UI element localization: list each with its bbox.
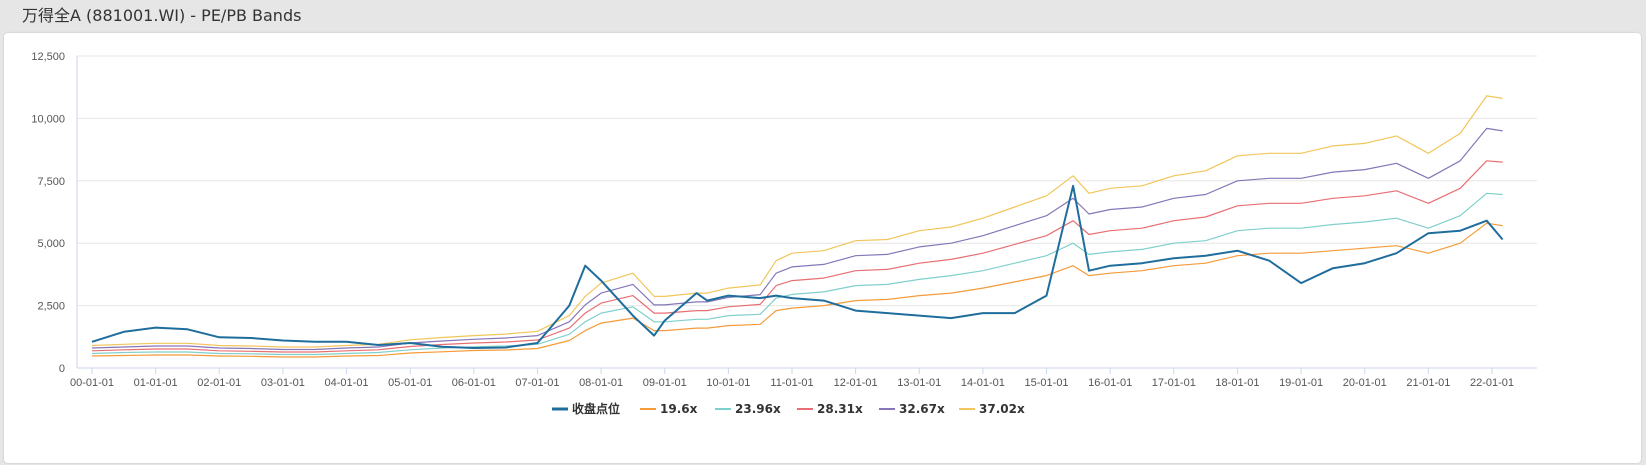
legend-item[interactable]: 37.02x — [959, 402, 1025, 416]
x-tick-label: 11-01-01 — [770, 377, 813, 389]
x-tick-label: 08-01-01 — [579, 377, 623, 389]
x-tick-label: 00-01-01 — [70, 377, 114, 389]
y-tick-label: 7,500 — [37, 176, 65, 188]
legend[interactable]: 收盘点位 19.6x 23.96x 28.31x 32.67x 37.02x — [552, 401, 1025, 416]
x-tick-label: 18-01-01 — [1215, 377, 1259, 389]
x-tick-label: 21-01-01 — [1406, 377, 1450, 389]
legend-item[interactable]: 19.6x — [640, 402, 698, 416]
legend-item[interactable]: 收盘点位 — [552, 401, 620, 416]
x-tick-label: 06-01-01 — [452, 377, 496, 389]
chart-panel: 0 2,500 5,000 7,500 10,000 12,500 00-01-01 01-… — [4, 33, 1641, 463]
x-tick-label: 02-01-01 — [197, 377, 241, 389]
x-tick-label: 16-01-01 — [1088, 377, 1132, 389]
x-tick-label: 15-01-01 — [1025, 377, 1069, 389]
title-bar: 万得全A (881001.WI) - PE/PB Bands — [0, 0, 1646, 30]
y-tick-label: 2,500 — [37, 301, 65, 313]
series-line-band — [91, 95, 1503, 348]
x-tick-label: 14-01-01 — [961, 377, 1005, 389]
y-tick-label: 0 — [59, 363, 65, 375]
legend-label: 28.31x — [817, 402, 863, 416]
legend-label: 收盘点位 — [572, 401, 620, 416]
x-tick-label: 19-01-01 — [1279, 377, 1323, 389]
legend-item[interactable]: 28.31x — [797, 402, 863, 416]
x-tick-label: 20-01-01 — [1343, 377, 1387, 389]
series-line-band — [91, 192, 1503, 356]
legend-item[interactable]: 23.96x — [715, 402, 781, 416]
x-tick-label: 22-01-01 — [1470, 377, 1514, 389]
x-tick-label: 05-01-01 — [388, 377, 432, 389]
series-line-band — [91, 127, 1503, 351]
series-line-band — [91, 222, 1503, 358]
x-tick-label: 12-01-01 — [834, 377, 878, 389]
legend-label: 19.6x — [660, 402, 698, 416]
chart-title: 万得全A (881001.WI) - PE/PB Bands — [22, 6, 302, 25]
y-axis: 0 2,500 5,000 7,500 10,000 12,500 — [31, 51, 78, 375]
series-line-band — [91, 160, 1503, 353]
x-tick-label: 01-01-01 — [134, 377, 178, 389]
x-axis: 00-01-01 01-01-01 02-01-01 03-01-01 04-01-01… — [70, 367, 1537, 389]
grid — [77, 55, 1537, 369]
series-group — [91, 95, 1504, 358]
legend-label: 32.67x — [899, 402, 945, 416]
x-tick-label: 03-01-01 — [261, 377, 305, 389]
x-tick-label: 17-01-01 — [1152, 377, 1196, 389]
y-tick-label: 5,000 — [37, 238, 65, 250]
y-tick-label: 10,000 — [31, 113, 65, 125]
legend-label: 37.02x — [979, 402, 1025, 416]
x-tick-label: 04-01-01 — [325, 377, 369, 389]
y-tick-label: 12,500 — [31, 51, 65, 63]
legend-label: 23.96x — [735, 402, 781, 416]
x-tick-label: 13-01-01 — [897, 377, 941, 389]
x-tick-label: 10-01-01 — [706, 377, 750, 389]
chart-svg: 0 2,500 5,000 7,500 10,000 12,500 00-01-01 01-… — [31, 51, 1537, 416]
series-line-close — [91, 184, 1504, 349]
legend-item[interactable]: 32.67x — [879, 402, 945, 416]
x-tick-label: 07-01-01 — [515, 377, 559, 389]
x-tick-label: 09-01-01 — [643, 377, 687, 389]
